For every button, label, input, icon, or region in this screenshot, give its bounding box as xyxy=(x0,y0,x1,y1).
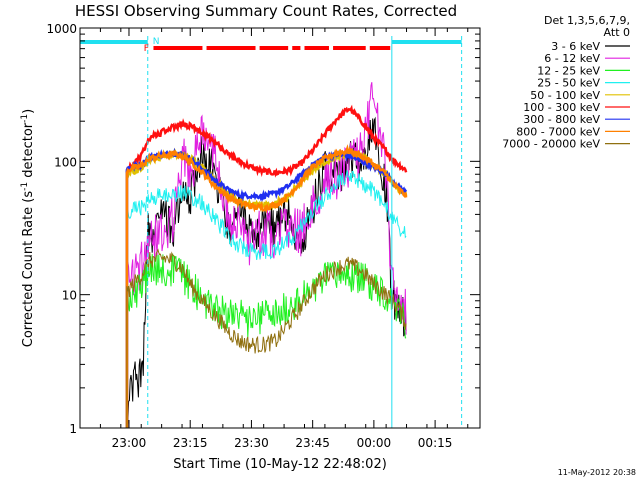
y-axis-label-exponent-2: -1 xyxy=(20,114,30,123)
series-line-5 xyxy=(125,104,408,428)
y-tick-label: 100 xyxy=(54,155,77,169)
series-line-2 xyxy=(126,253,407,428)
y-axis: 1 10 100 1000 xyxy=(46,22,480,436)
legend-label: 3 - 6 keV xyxy=(551,40,600,53)
series-line-8 xyxy=(126,248,407,428)
legend-label: 12 - 25 keV xyxy=(537,64,600,77)
generation-timestamp: 11-May-2012 20:38 xyxy=(558,468,636,477)
legend-label: 25 - 50 keV xyxy=(537,77,600,90)
y-tick-label: 10 xyxy=(62,289,77,303)
legend-label: 7000 - 20000 keV xyxy=(502,138,600,151)
plot-frame xyxy=(79,27,481,429)
y-axis-label-suffix: ) xyxy=(21,109,36,114)
legend-label: 800 - 7000 keV xyxy=(516,125,600,138)
x-tick-label: 00:00 xyxy=(357,436,392,450)
x-tick-label: 23:00 xyxy=(112,436,147,450)
chart-title: HESSI Observing Summary Count Rates, Cor… xyxy=(75,2,457,20)
x-tick-label: 23:15 xyxy=(173,436,208,450)
night-flag-label: N xyxy=(153,37,160,47)
series-line-1 xyxy=(126,82,407,428)
legend-label: 50 - 100 keV xyxy=(530,89,600,102)
x-tick-label: 00:15 xyxy=(418,436,453,450)
plot-series xyxy=(125,82,408,429)
x-tick-label: 23:45 xyxy=(295,436,330,450)
x-axis: 23:00 23:15 23:30 23:45 00:00 00:15 xyxy=(79,28,469,450)
x-axis-label: Start Time (10-May-12 22:48:02) xyxy=(173,457,387,472)
legend-label: 6 - 12 keV xyxy=(544,52,600,65)
y-tick-label: 1 xyxy=(69,422,77,436)
legend-header-detectors: Det 1,3,5,6,7,9, xyxy=(544,14,630,27)
y-axis-label-prefix: Corrected Count Rate (s xyxy=(21,191,36,348)
y-axis-label-middle: detector xyxy=(21,122,36,182)
flare-flag-label: F xyxy=(144,44,149,54)
x-tick-label: 23:30 xyxy=(234,436,269,450)
y-axis-label: Corrected Count Rate (s-1 detector-1) xyxy=(20,109,36,347)
legend-label: 300 - 800 keV xyxy=(523,113,600,126)
series-line-7 xyxy=(125,144,408,428)
legend-label: 100 - 300 keV xyxy=(523,101,600,114)
y-axis-label-exponent-1: -1 xyxy=(20,182,30,191)
y-tick-label: 1000 xyxy=(46,22,77,36)
observing-flags: NF xyxy=(80,36,463,428)
legend-header-attenuator: Att 0 xyxy=(604,26,630,39)
series-line-3 xyxy=(126,170,407,428)
